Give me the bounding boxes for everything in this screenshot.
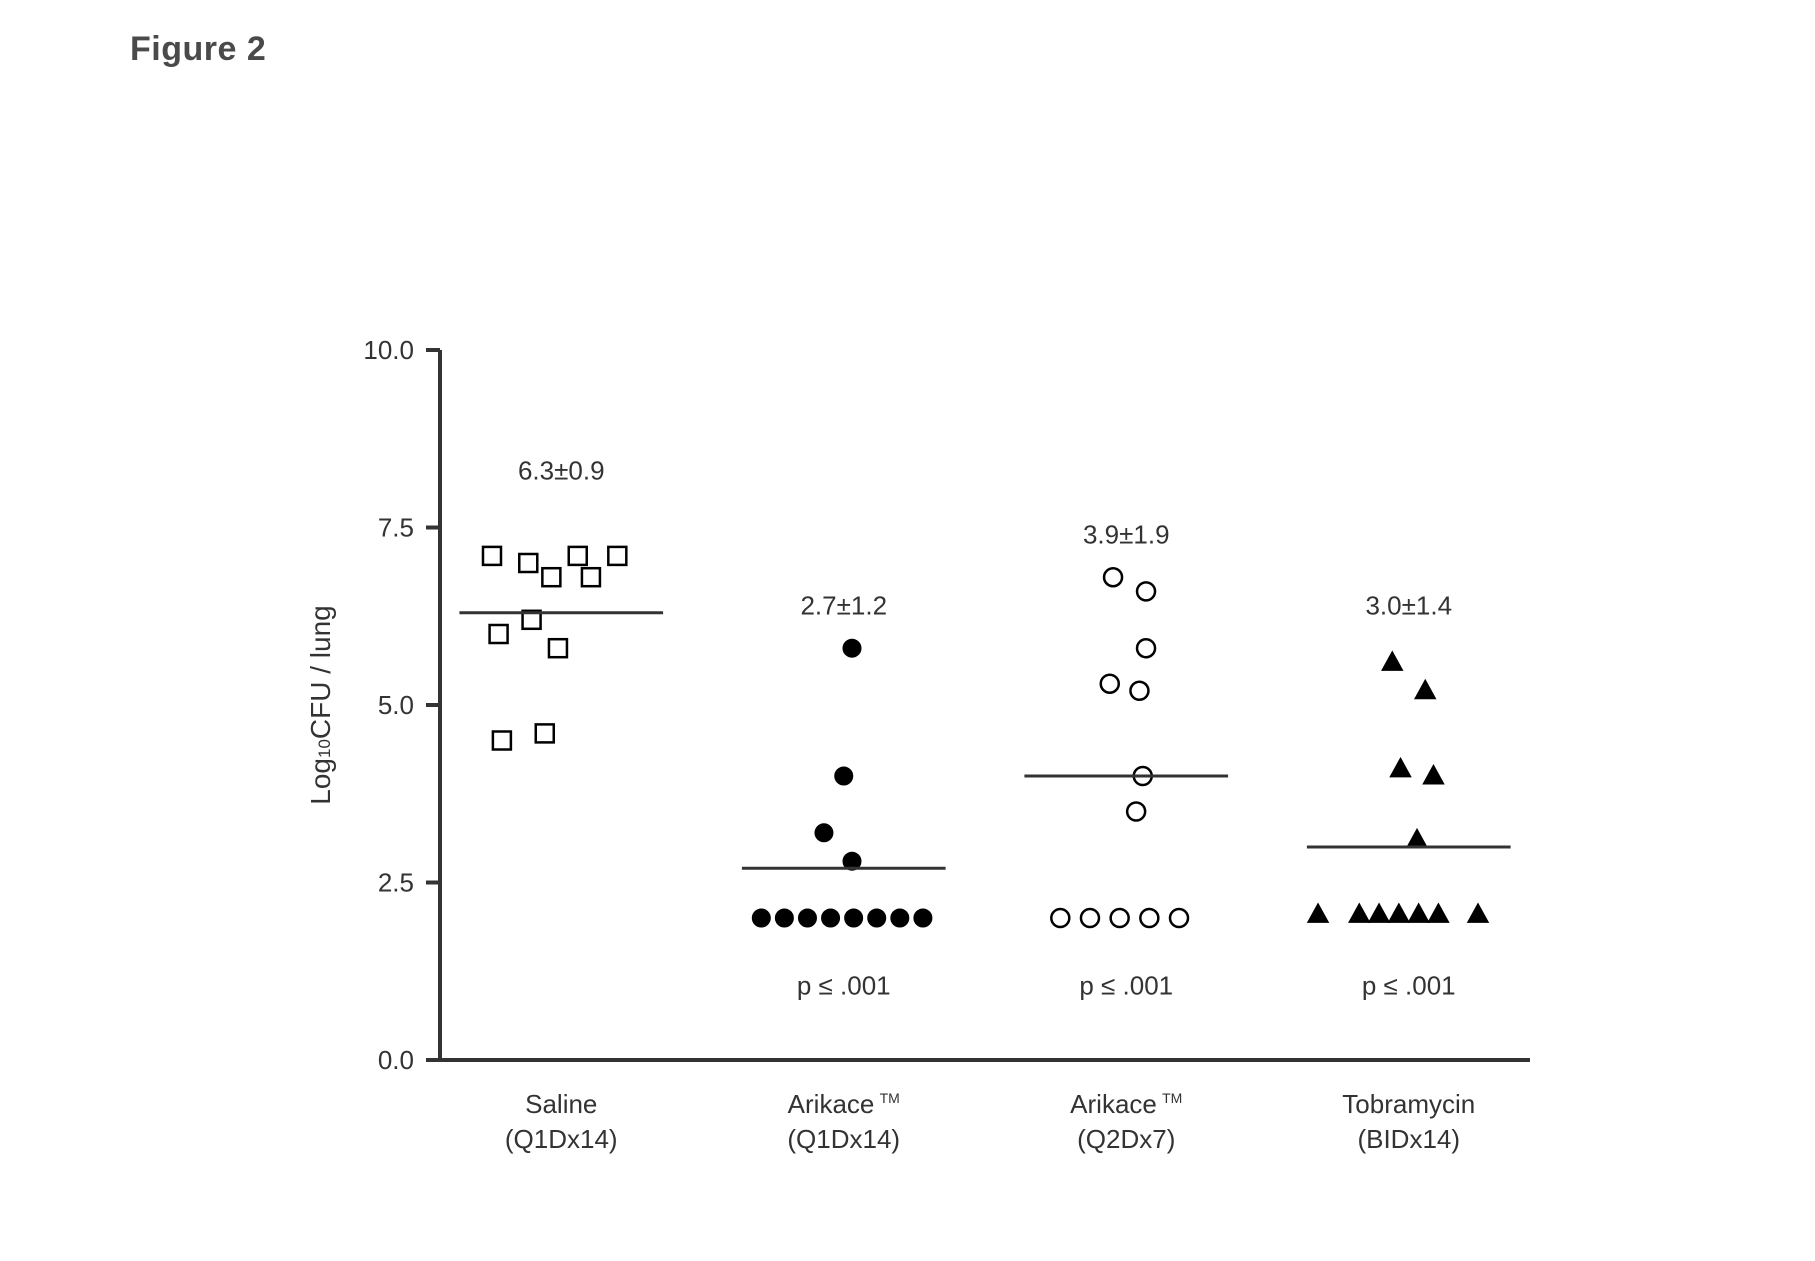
data-point xyxy=(569,547,587,565)
data-point xyxy=(536,724,554,742)
y-axis-title: Log10CFU / lung xyxy=(305,605,336,804)
data-point xyxy=(1127,803,1145,821)
category-label-line1: Arikace TM xyxy=(788,1089,900,1119)
data-point xyxy=(1407,829,1428,848)
category-label-line1: Tobramycin xyxy=(1342,1089,1475,1119)
category-arikace_q1d14: 2.7±1.2 p ≤ .001 Arikace TM (Q1Dx14) xyxy=(742,591,946,1155)
data-point xyxy=(608,547,626,565)
y-tick-label: 10.0 xyxy=(363,340,414,365)
data-point xyxy=(822,909,840,927)
p-value-annotation: p ≤ .001 xyxy=(1362,970,1456,1000)
data-point xyxy=(891,909,909,927)
category-label-line2: (Q2Dx7) xyxy=(1077,1124,1175,1154)
data-point xyxy=(582,568,600,586)
data-point xyxy=(1170,909,1188,927)
y-tick-label: 7.5 xyxy=(378,513,414,543)
data-point xyxy=(1104,568,1122,586)
mean-sd-annotation: 6.3±0.9 xyxy=(518,456,605,486)
p-value-annotation: p ≤ .001 xyxy=(1079,970,1173,1000)
data-point xyxy=(1101,675,1119,693)
category-label-line2: (BIDx14) xyxy=(1357,1124,1460,1154)
data-point xyxy=(845,909,863,927)
data-point xyxy=(493,732,511,750)
data-point xyxy=(542,568,560,586)
data-point xyxy=(1051,909,1069,927)
data-point xyxy=(519,554,537,572)
data-point xyxy=(1137,582,1155,600)
category-saline: 6.3±0.9 Saline (Q1Dx14) xyxy=(459,456,663,1154)
data-point xyxy=(815,824,833,842)
data-point xyxy=(490,625,508,643)
data-point xyxy=(1428,903,1449,922)
data-point xyxy=(752,909,770,927)
category-label-line1: Saline xyxy=(525,1089,597,1119)
data-point xyxy=(843,639,861,657)
data-point xyxy=(1140,909,1158,927)
data-point xyxy=(1137,639,1155,657)
data-point xyxy=(483,547,501,565)
data-point xyxy=(1388,903,1409,922)
data-point xyxy=(868,909,886,927)
category-tobramycin: 3.0±1.4 p ≤ .001 Tobramycin (BIDx14) xyxy=(1307,591,1511,1155)
data-point xyxy=(1382,651,1403,670)
data-point xyxy=(1111,909,1129,927)
data-point xyxy=(1408,903,1429,922)
data-point xyxy=(1468,903,1489,922)
scatter-chart: 0.0 2.5 5.0 7.5 10.0 Log10CFU / lung 6.3±0.9 Sa… xyxy=(260,340,1560,1220)
mean-sd-annotation: 3.0±1.4 xyxy=(1365,591,1452,621)
data-point xyxy=(775,909,793,927)
data-point xyxy=(1369,903,1390,922)
data-point xyxy=(798,909,816,927)
mean-sd-annotation: 2.7±1.2 xyxy=(800,591,887,621)
data-point xyxy=(1349,903,1370,922)
data-point xyxy=(835,767,853,785)
data-point xyxy=(1390,758,1411,777)
data-point xyxy=(1130,682,1148,700)
axes: 0.0 2.5 5.0 7.5 10.0 xyxy=(363,340,1530,1075)
category-label-line2: (Q1Dx14) xyxy=(787,1124,900,1154)
y-tick-label: 5.0 xyxy=(378,690,414,720)
data-point xyxy=(1081,909,1099,927)
data-point xyxy=(1423,765,1444,784)
mean-sd-annotation: 3.9±1.9 xyxy=(1083,520,1170,550)
p-value-annotation: p ≤ .001 xyxy=(797,970,891,1000)
category-label-line2: (Q1Dx14) xyxy=(505,1124,618,1154)
figure-label: Figure 2 xyxy=(130,30,266,69)
y-tick-label: 2.5 xyxy=(378,868,414,898)
data-point xyxy=(1308,903,1329,922)
data-point xyxy=(1415,680,1436,699)
data-point xyxy=(914,909,932,927)
y-tick-label: 0.0 xyxy=(378,1045,414,1075)
category-label-line1: Arikace TM xyxy=(1070,1089,1182,1119)
data-point xyxy=(549,639,567,657)
